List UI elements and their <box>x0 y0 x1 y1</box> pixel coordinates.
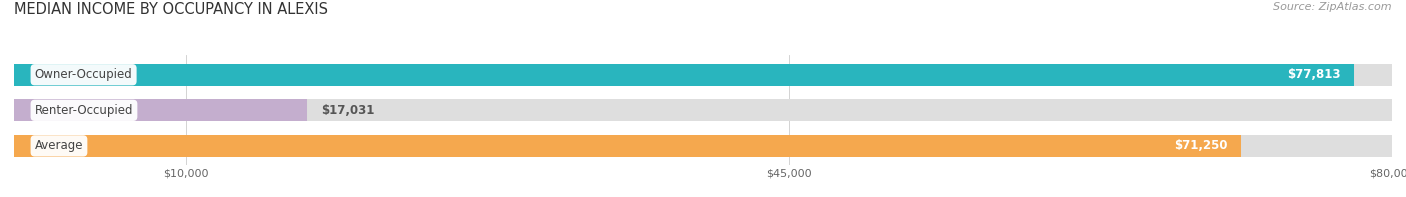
Bar <box>14 135 1241 157</box>
Bar <box>14 64 1354 86</box>
Bar <box>14 99 1392 121</box>
Bar <box>14 64 1392 86</box>
Text: $17,031: $17,031 <box>321 104 374 117</box>
Text: Source: ZipAtlas.com: Source: ZipAtlas.com <box>1274 2 1392 12</box>
Text: Renter-Occupied: Renter-Occupied <box>35 104 134 117</box>
Bar <box>14 99 308 121</box>
Text: $71,250: $71,250 <box>1174 139 1227 152</box>
Text: MEDIAN INCOME BY OCCUPANCY IN ALEXIS: MEDIAN INCOME BY OCCUPANCY IN ALEXIS <box>14 2 328 17</box>
Text: Owner-Occupied: Owner-Occupied <box>35 68 132 81</box>
Bar <box>14 135 1392 157</box>
Text: Average: Average <box>35 139 83 152</box>
Text: $77,813: $77,813 <box>1286 68 1340 81</box>
